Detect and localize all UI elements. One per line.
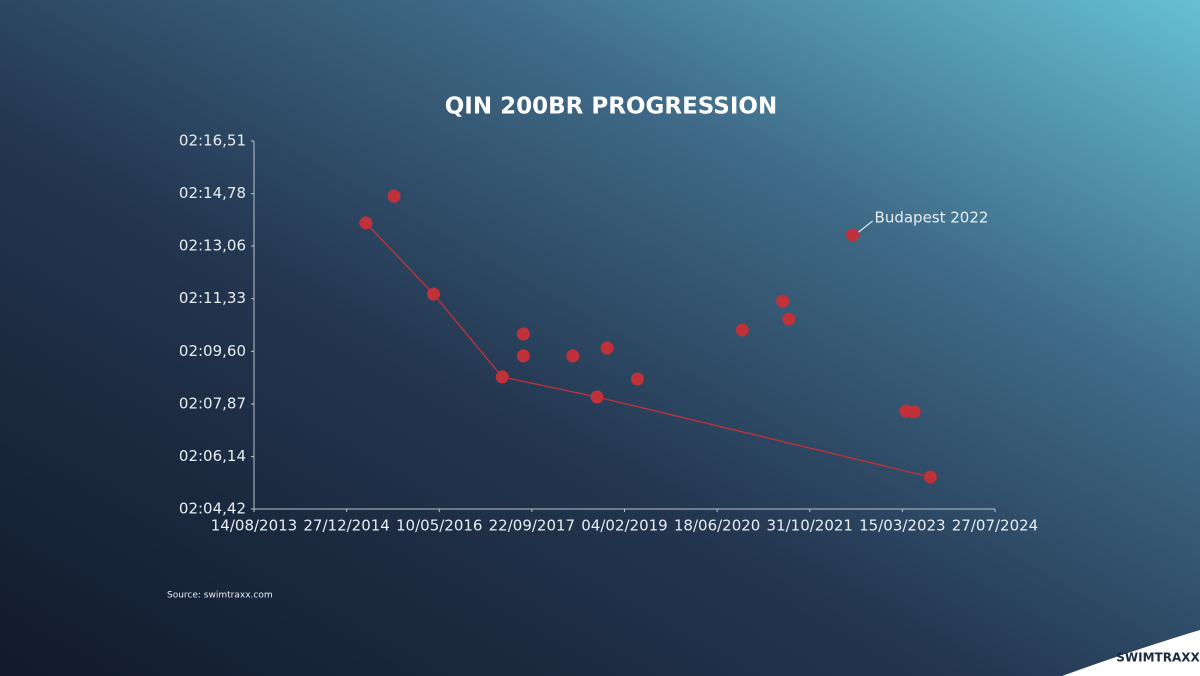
brand: SWIMTRAXX xyxy=(1116,651,1200,665)
brand-swoosh xyxy=(1062,630,1200,676)
point xyxy=(516,349,530,363)
x-tick-label: 22/09/2017 xyxy=(489,517,575,535)
y-tick-label: 02:06,14 xyxy=(179,447,246,465)
chart-title: QIN 200BR PROGRESSION xyxy=(445,94,778,120)
point xyxy=(630,372,644,386)
point xyxy=(923,470,937,484)
annotation: Budapest 2022 xyxy=(875,209,989,227)
y-tick-label: 02:09,60 xyxy=(179,342,246,360)
x-tick-label: 14/08/2013 xyxy=(211,517,297,535)
series-line xyxy=(365,222,931,478)
point xyxy=(776,294,790,308)
source: Source: swimtraxx.com xyxy=(167,591,273,601)
point xyxy=(846,228,860,242)
x-tick-label: 27/07/2024 xyxy=(952,517,1038,535)
y-tick-label: 02:11,33 xyxy=(179,289,246,307)
x-tick-label: 10/05/2016 xyxy=(396,517,482,535)
y-tick-label: 02:07,87 xyxy=(179,394,246,412)
y-tick-label: 02:16,51 xyxy=(179,132,246,150)
y-tick-label: 02:04,42 xyxy=(179,500,246,518)
point xyxy=(590,390,604,404)
point xyxy=(359,216,373,230)
x-tick-label: 27/12/2014 xyxy=(303,517,389,535)
x-tick-label: 04/02/2019 xyxy=(581,517,667,535)
point xyxy=(782,312,796,326)
point xyxy=(907,405,921,419)
y-tick-label: 02:14,78 xyxy=(179,184,246,202)
point xyxy=(566,349,580,363)
x-tick-label: 31/10/2021 xyxy=(767,517,853,535)
point xyxy=(427,287,441,301)
point xyxy=(495,370,509,384)
point xyxy=(600,341,614,355)
x-tick-label: 15/03/2023 xyxy=(859,517,945,535)
x-tick-label: 18/06/2020 xyxy=(674,517,760,535)
y-tick-label: 02:13,06 xyxy=(179,237,246,255)
point xyxy=(387,189,401,203)
annotation-leader xyxy=(858,220,873,233)
point xyxy=(735,323,749,337)
point xyxy=(516,327,530,341)
